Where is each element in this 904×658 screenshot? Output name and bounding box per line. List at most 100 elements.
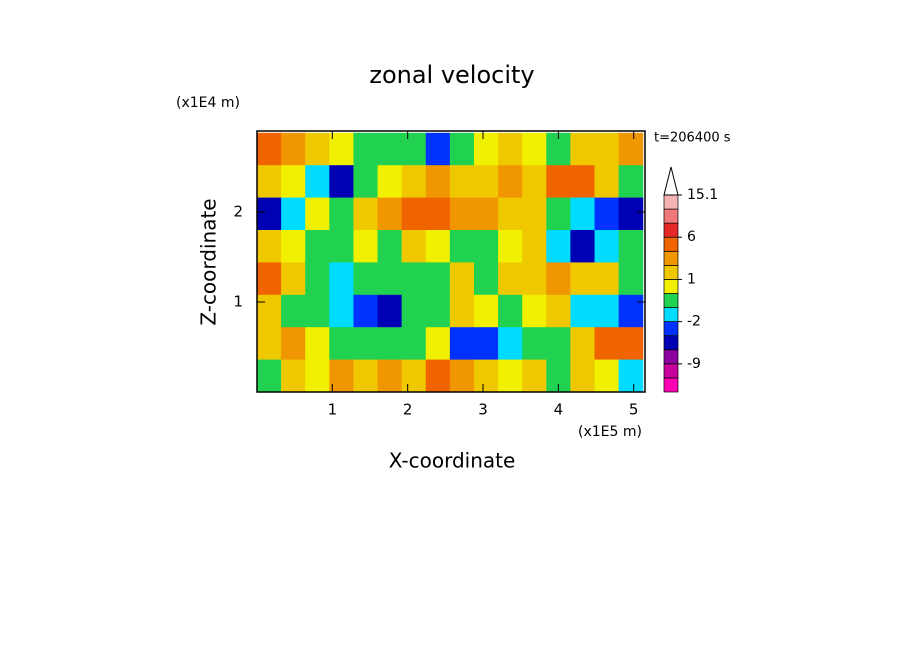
field-cell [305,230,330,263]
field-cell [449,359,475,392]
field-cell [281,262,306,296]
x-tick-label: 3 [478,401,488,419]
field-cell [522,327,547,361]
field-cell [449,165,475,199]
field-cell [618,132,644,166]
field-cell [329,165,354,199]
field-cell [401,262,427,296]
field-cell [570,294,596,328]
field-cell [570,359,596,392]
colorbar-label: -2 [687,314,701,330]
x-tick-label: 4 [554,401,564,419]
field-cell [498,327,523,361]
field-cell [377,230,403,263]
field-cell [353,294,379,328]
field-cell [570,165,596,199]
field-cell [353,165,379,199]
field-cell [546,327,571,361]
x-unit: (x1E5 m) [578,424,642,440]
field-cell [281,359,306,392]
field-cell [522,132,547,166]
field-cell [570,132,596,166]
field-cell [522,197,547,231]
field-cell [425,359,451,392]
colorbar-segment [663,194,679,210]
x-tick-label: 5 [629,401,639,419]
field-cell [305,197,330,231]
field-cell [353,230,379,263]
field-cell [329,230,354,263]
field-cell [329,262,354,296]
field-cell [257,327,282,361]
field-cell [594,230,620,263]
field-cell [353,262,379,296]
field-cell [425,327,451,361]
field-cell [281,230,306,263]
field-cell [401,165,427,199]
field-cell [425,262,451,296]
field-cell [473,165,499,199]
field-cell [353,197,379,231]
x-tick-label: 2 [403,401,413,419]
field-cell [473,359,499,392]
x-axis-title: X-coordinate [389,449,516,473]
field-cell [594,262,620,296]
colorbar-segment [663,377,679,393]
field-cell [546,230,571,263]
field-cell [377,197,403,231]
field-cell [522,262,547,296]
field-cell [473,230,499,263]
field-cell [257,262,282,296]
field-cell [401,230,427,263]
field-cell [305,165,330,199]
colorbar-over [663,166,679,196]
field-cell [546,294,571,328]
field-cell [353,359,379,392]
field-cell [618,230,644,263]
field-cell [498,165,523,199]
colorbar-segment [663,321,679,337]
y-unit: (x1E4 m) [176,95,240,111]
field-cell [425,197,451,231]
field-cell [305,294,330,328]
field-cell [449,230,475,263]
colorbar-label: -9 [687,356,701,372]
colorbar-segment [663,335,679,351]
colorbar-label: 1 [687,271,696,287]
colorbar-label: 15.1 [687,187,718,203]
colorbar-segment [663,265,679,280]
field-cell [425,294,451,328]
field-cell [522,165,547,199]
field-cell [618,294,644,328]
colorbar-segment [663,279,679,294]
y-tick-label: 1 [233,293,243,311]
field-cell [594,327,620,361]
field-cell [401,294,427,328]
field-cell [546,197,571,231]
field-cell [522,230,547,263]
field-cell [257,165,282,199]
field-cell [401,359,427,392]
field-cell [522,294,547,328]
field-cell [594,165,620,199]
field-cell [329,294,354,328]
field-cell [498,132,523,166]
field-cell [401,327,427,361]
field-cell [281,197,306,231]
field-cell [618,262,644,296]
field-cell [281,165,306,199]
colorbar-segment [663,250,679,266]
field-cell [570,327,596,361]
field-cell [377,165,403,199]
field-cell [473,294,499,328]
colorbar-segment [663,222,679,238]
field-cell [473,262,499,296]
field-cell [570,262,596,296]
field-cell [377,262,403,296]
field-cell [305,132,330,166]
field-cell [522,359,547,392]
field-cell [498,359,523,392]
field-cell [377,294,403,328]
colorbar-segment [663,349,679,365]
